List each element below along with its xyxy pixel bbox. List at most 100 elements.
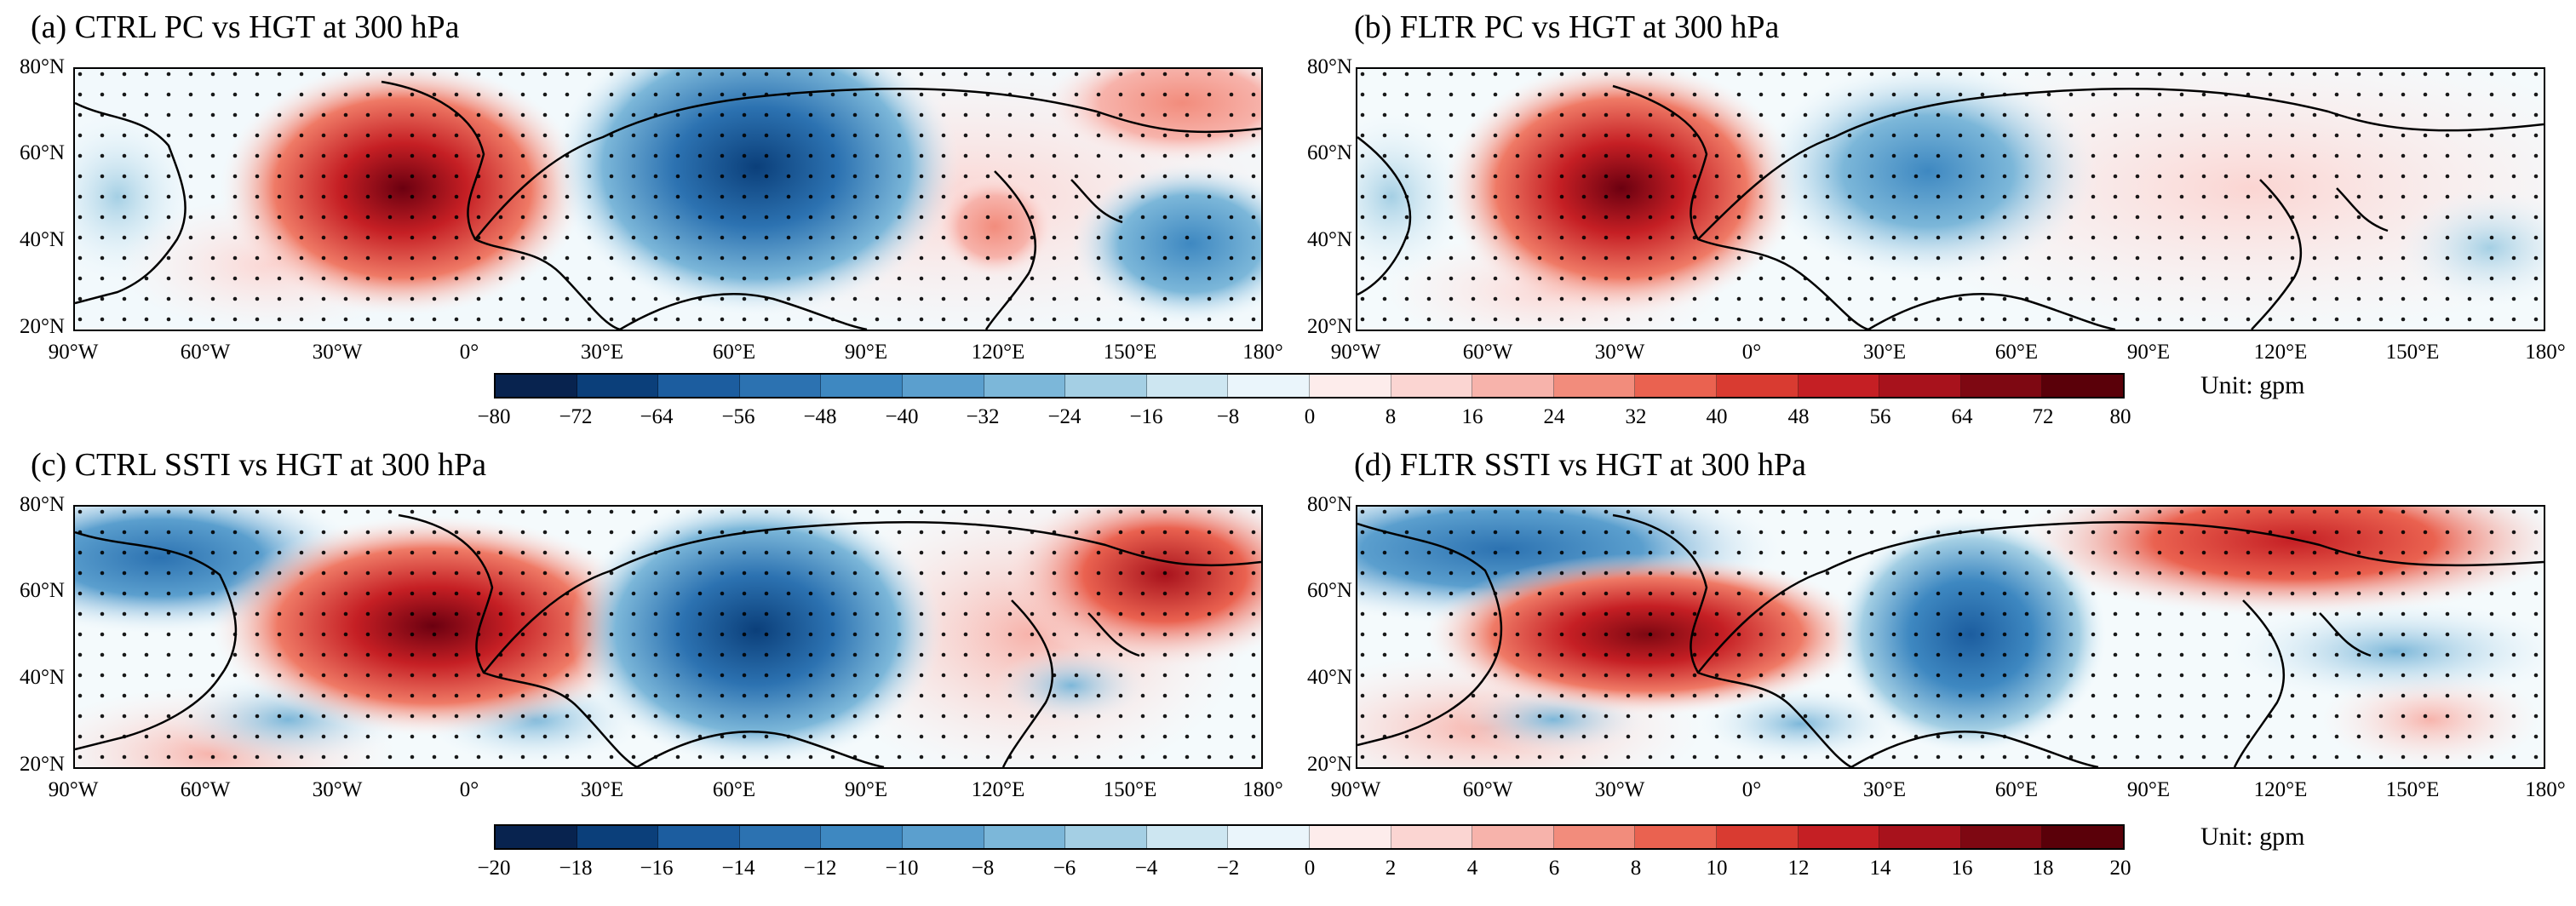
colorbar-bottom-tick: −4 [1134, 857, 1158, 880]
panel-a-lon-3: 0° [459, 341, 479, 364]
panel-d-lon-7: 120°E [2253, 778, 2308, 801]
panel-b-lat-40n: 40°N [1306, 228, 1352, 251]
colorbar-top-bin [739, 375, 822, 397]
panel-a-map [73, 67, 1263, 331]
panel-b-lon-0: 90°W [1330, 341, 1381, 364]
colorbar-top-tick: −32 [966, 405, 1000, 428]
panel-a-lon-9: 180° [1242, 341, 1283, 364]
colorbar-top-bin [1391, 375, 1473, 397]
colorbar-bottom-tick: −18 [559, 857, 593, 880]
panel-c-lon-1: 60°W [180, 778, 231, 801]
colorbar-bottom-bin [1472, 826, 1554, 848]
panel-c-lon-8: 150°E [1103, 778, 1157, 801]
colorbar-top-bin [821, 375, 903, 397]
colorbar-bottom-bin [739, 826, 822, 848]
colorbar-bottom-unit: Unit: gpm [2200, 823, 2305, 851]
panel-c-title: (c) CTRL SSTI vs HGT at 300 hPa [31, 447, 487, 483]
colorbar-top-bin [1553, 375, 1636, 397]
panel-a-title: (a) CTRL PC vs HGT at 300 hPa [31, 9, 460, 45]
colorbar-bottom-tick: 4 [1466, 857, 1478, 880]
panel-b-lon-8: 150°E [2385, 341, 2440, 364]
colorbar-top-bin [1879, 375, 1961, 397]
colorbar-bottom-bin [658, 826, 740, 848]
colorbar-top-bin [1716, 375, 1799, 397]
panel-b-lat-20n: 20°N [1306, 315, 1352, 338]
colorbar-bottom-bin [1798, 826, 1880, 848]
panel-a-lat-20n: 20°N [19, 315, 65, 338]
panel-a-lat-40n: 40°N [19, 228, 65, 251]
colorbar-bottom-tick: 14 [1869, 857, 1891, 880]
panel-c-lat-20n: 20°N [19, 753, 65, 776]
panel-c-map [73, 505, 1263, 769]
panel-c-lat-80n: 80°N [19, 493, 65, 516]
colorbar-top-bin [1472, 375, 1554, 397]
colorbar-bottom-bin [577, 826, 659, 848]
colorbar-bottom-tick: −16 [640, 857, 674, 880]
colorbar-top-bin [1228, 375, 1310, 397]
panel-d-title: (d) FLTR SSTI vs HGT at 300 hPa [1354, 447, 1806, 483]
colorbar-bottom-tick: 20 [2109, 857, 2131, 880]
panel-d-lat-60n: 60°N [1306, 579, 1352, 602]
colorbar-bottom-tick: 8 [1630, 857, 1642, 880]
panel-d-lon-8: 150°E [2385, 778, 2440, 801]
panel-a-lon-6: 90°E [844, 341, 888, 364]
colorbar-top-bin [577, 375, 659, 397]
colorbar-bottom-bin [1635, 826, 1717, 848]
panel-d-lat-20n: 20°N [1306, 753, 1352, 776]
colorbar-bottom-tick: 2 [1385, 857, 1397, 880]
panel-d-lat-80n: 80°N [1306, 493, 1352, 516]
colorbar-top-tick: −24 [1047, 405, 1081, 428]
colorbar-top-tick: −8 [1216, 405, 1240, 428]
colorbar-top-tick: 32 [1625, 405, 1647, 428]
panel-b-map [1356, 67, 2545, 331]
colorbar-top-bin [496, 375, 577, 397]
colorbar-bottom-tick: 10 [1706, 857, 1728, 880]
colorbar-top-unit: Unit: gpm [2200, 371, 2305, 399]
colorbar-top-tick: −16 [1129, 405, 1163, 428]
colorbar-top-bin [984, 375, 1066, 397]
colorbar-bottom-bin [1065, 826, 1147, 848]
colorbar-bottom-tick: −12 [803, 857, 837, 880]
colorbar-bottom-bin [2042, 826, 2123, 848]
colorbar-bottom-tick: −6 [1053, 857, 1076, 880]
panel-b-title: (b) FLTR PC vs HGT at 300 hPa [1354, 9, 1780, 45]
panel-c-lon-3: 0° [459, 778, 479, 801]
panel-c-lon-0: 90°W [48, 778, 99, 801]
panel-b-lon-4: 30°E [1862, 341, 1907, 364]
colorbar-bottom-bin [1716, 826, 1799, 848]
colorbar-top-tick: −56 [721, 405, 755, 428]
colorbar-bottom-bin [1553, 826, 1636, 848]
colorbar-bottom-bin [1879, 826, 1961, 848]
colorbar-bottom-tick: 12 [1787, 857, 1810, 880]
colorbar-bottom-bin [1391, 826, 1473, 848]
colorbar-bottom-tick: 0 [1304, 857, 1316, 880]
panel-d-lon-1: 60°W [1462, 778, 1513, 801]
panel-b-lon-9: 180° [2525, 341, 2566, 364]
panel-d-lon-2: 30°W [1594, 778, 1645, 801]
colorbar-top-bin [1146, 375, 1229, 397]
panel-c-lat-40n: 40°N [19, 666, 65, 689]
colorbar-top-bin [1798, 375, 1880, 397]
panel-a-lon-1: 60°W [180, 341, 231, 364]
panel-d-lon-5: 60°E [1994, 778, 2039, 801]
colorbar-bottom-tick: 18 [2032, 857, 2054, 880]
panel-d-lon-4: 30°E [1862, 778, 1907, 801]
colorbar-top-tick: 72 [2032, 405, 2054, 428]
panel-d-map [1356, 505, 2545, 769]
colorbar-top-tick: −72 [559, 405, 593, 428]
colorbar-top-tick: 48 [1787, 405, 1810, 428]
colorbar-top-tick: 80 [2109, 405, 2131, 428]
colorbar-bottom-bin [1960, 826, 2043, 848]
panel-a-lat-80n: 80°N [19, 55, 65, 78]
colorbar-top-bin [902, 375, 984, 397]
panel-a-lon-4: 30°E [580, 341, 624, 364]
panel-c-lon-5: 60°E [712, 778, 756, 801]
panel-a-lon-5: 60°E [712, 341, 756, 364]
colorbar-bottom-tick: −20 [477, 857, 511, 880]
colorbar-top-bin [2042, 375, 2123, 397]
panel-b-lon-7: 120°E [2253, 341, 2308, 364]
panel-b-lon-5: 60°E [1994, 341, 2039, 364]
colorbar-top-tick: 24 [1543, 405, 1565, 428]
colorbar-bottom [494, 824, 2125, 850]
panel-c-lon-7: 120°E [971, 778, 1025, 801]
